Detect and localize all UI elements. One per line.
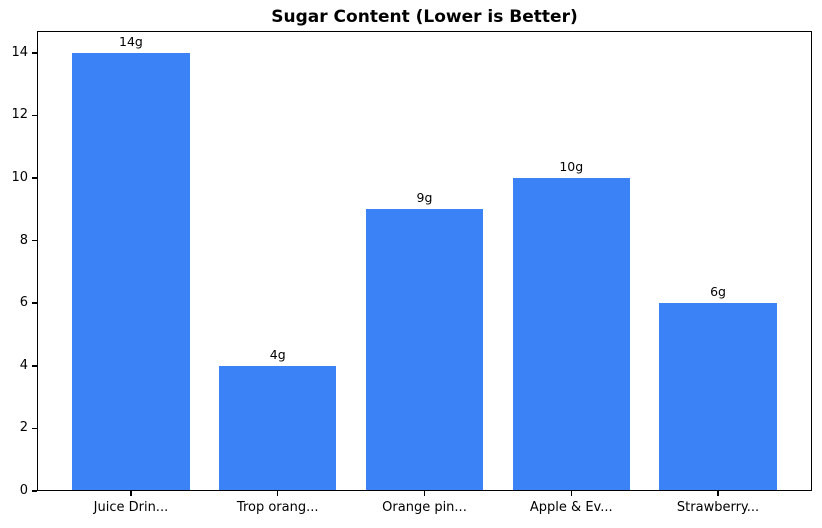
y-axis-tick-label: 12 — [11, 107, 28, 123]
y-axis-tick-label: 10 — [11, 170, 28, 186]
y-axis-tick-mark — [32, 177, 37, 179]
x-axis-tick-mark — [276, 491, 279, 496]
y-axis-tick-mark — [32, 114, 37, 117]
x-axis-tick-mark — [570, 491, 573, 496]
y-axis-tick-label: 4 — [19, 357, 28, 373]
bar-value-label: 10g — [559, 159, 584, 175]
y-axis-tick-mark — [32, 302, 37, 304]
bar — [219, 365, 337, 491]
x-axis-tick-mark — [717, 491, 719, 496]
y-axis-tick-mark — [32, 239, 37, 242]
y-axis-tick-label: 2 — [19, 420, 28, 436]
y-axis-tick-label: 8 — [19, 232, 28, 248]
y-axis-tick-label: 0 — [19, 483, 28, 498]
bar-value-label: 4g — [269, 346, 286, 362]
bar — [72, 52, 190, 491]
x-axis-tick-mark — [423, 491, 426, 496]
bar — [365, 209, 484, 491]
bar — [659, 303, 777, 491]
x-axis-tick-mark — [130, 491, 132, 496]
x-axis-tick-label: Apple & Ev... — [529, 500, 613, 515]
bar — [512, 178, 630, 491]
y-axis-tick-label: 14 — [11, 44, 28, 60]
x-axis-tick-label: Juice Drin... — [93, 500, 169, 515]
y-axis-tick-mark — [32, 365, 37, 367]
y-axis-tick-mark — [32, 490, 37, 492]
chart-title: Sugar Content (Lower is Better) — [271, 7, 578, 27]
bar-value-label: 14g — [119, 33, 143, 49]
x-axis-tick-label: Orange pin... — [382, 500, 467, 515]
x-axis-tick-label: Trop orang... — [236, 500, 319, 515]
y-axis-tick-mark — [32, 52, 37, 54]
plot-area: 14g 4g 9g 10g 6g — [37, 31, 812, 491]
x-axis-tick-label: Strawberry... — [676, 500, 760, 515]
bar-value-label: 9g — [416, 190, 433, 206]
bar-value-label: 6g — [710, 284, 726, 300]
y-axis-tick-mark — [32, 427, 37, 430]
y-axis-tick-label: 6 — [19, 295, 28, 311]
